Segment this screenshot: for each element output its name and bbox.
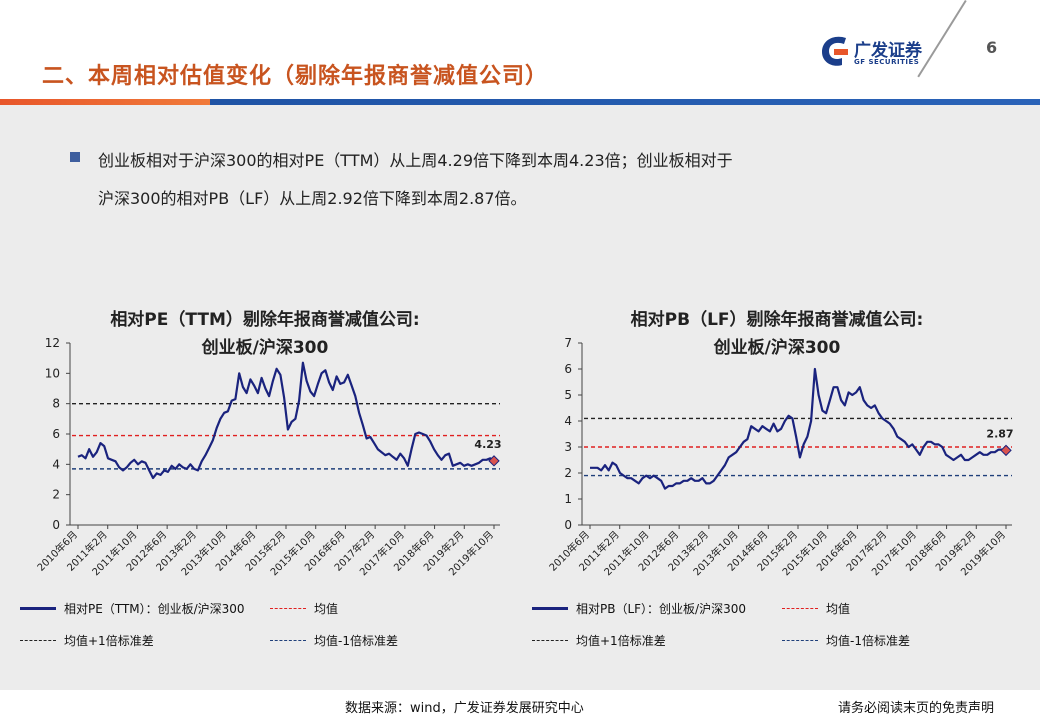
y-tick-label: 2 — [52, 488, 60, 502]
legend-label-minus: 均值-1倍标准差 — [826, 634, 910, 648]
legend-label-mean: 均值 — [314, 602, 339, 616]
legend-item-minus: 均值-1倍标准差 — [782, 632, 910, 649]
page-title: 二、本周相对估值变化（剔除年报商誉减值公司） — [42, 64, 549, 89]
y-tick-label: 12 — [45, 336, 60, 350]
disclaimer-note: 请务必阅读末页的免责声明 — [838, 701, 995, 716]
data-source-note: 数据来源：wind，广发证券发展研究中心 — [345, 701, 584, 716]
pe-chart-panel: 相对PE（TTM）剔除年报商誉减值公司: 创业板/沪深300 0 2 4 6 8 10 12… — [20, 295, 510, 660]
pb-chart-legend: 相对PB（LF）：创业板/沪深300 均值 均值+1倍标准差 均值-1倍标准差 — [532, 600, 1022, 660]
end-value-label: 2.87 — [986, 427, 1013, 440]
legend-label-plus: 均值+1倍标准差 — [64, 634, 154, 648]
legend-label-mean: 均值 — [826, 602, 851, 616]
y-tick-label: 8 — [52, 397, 60, 411]
series-line — [590, 367, 1007, 490]
bullet-marker — [70, 152, 80, 162]
legend-label-plus: 均值+1倍标准差 — [576, 634, 666, 648]
legend-item-mean: 均值 — [270, 600, 338, 617]
y-tick-label: 6 — [564, 362, 572, 376]
legend-item-series: 相对PE（TTM）：创业板/沪深300 — [20, 600, 245, 617]
pe-chart-legend: 相对PE（TTM）：创业板/沪深300 均值 均值+1倍标准差 均值-1倍标准差 — [20, 600, 510, 660]
end-point-marker — [488, 455, 500, 467]
y-tick-label: 6 — [52, 427, 60, 441]
legend-item-plus: 均值+1倍标准差 — [20, 632, 154, 649]
pb-chart-title-line2: 创业板/沪深300 — [713, 338, 841, 358]
y-tick-label: 0 — [564, 518, 572, 532]
legend-label-minus: 均值-1倍标准差 — [314, 634, 398, 648]
y-tick-label: 1 — [564, 492, 572, 506]
header-bar — [0, 99, 1040, 105]
legend-item-series: 相对PB（LF）：创业板/沪深300 — [532, 600, 746, 617]
logo-text-en: GF SECURITIES — [854, 58, 920, 66]
y-tick-label: 7 — [564, 336, 572, 350]
y-tick-label: 2 — [564, 466, 572, 480]
y-tick-label: 5 — [564, 388, 572, 402]
pb-chart-title-line1: 相对PB（LF）剔除年报商誉减值公司: — [630, 310, 924, 330]
end-value-label: 4.23 — [474, 438, 501, 451]
logo-text-cn: 广发证券 — [854, 41, 922, 61]
bullet-text-line2: 沪深300的相对PB（LF）从上周2.92倍下降到本周2.87倍。 — [98, 189, 527, 208]
y-tick-label: 4 — [564, 414, 572, 428]
y-tick-label: 4 — [52, 457, 60, 471]
pe-chart-title-line1: 相对PE（TTM）剔除年报商誉减值公司: — [110, 310, 420, 330]
end-point-marker — [1000, 444, 1012, 457]
pe-chart-svg: 0246810122010年6月2011年2月2011年10月2012年6月20… — [34, 336, 501, 578]
y-tick-label: 0 — [52, 518, 60, 532]
legend-item-minus: 均值-1倍标准差 — [270, 632, 398, 649]
legend-item-mean: 均值 — [782, 600, 850, 617]
pb-chart-panel: 相对PB（LF）剔除年报商誉减值公司: 创业板/沪深300 0 1 2 3 4 5 6 7 20… — [532, 295, 1022, 660]
y-tick-label: 3 — [564, 440, 572, 454]
gf-logo-icon — [822, 36, 848, 66]
legend-item-plus: 均值+1倍标准差 — [532, 632, 666, 649]
page-number: 6 — [986, 38, 998, 57]
pe-chart-title-line2: 创业板/沪深300 — [201, 338, 329, 358]
series-line — [77, 361, 495, 480]
legend-label-series: 相对PB（LF）：创业板/沪深300 — [576, 602, 747, 616]
company-logo: 广发证券 GF SECURITIES — [820, 34, 950, 72]
bullet-text-line1: 创业板相对于沪深300的相对PE（TTM）从上周4.29倍下降到本周4.23倍；… — [98, 151, 733, 170]
pb-chart-svg: 012345672010年6月2011年2月2011年10月2012年6月201… — [546, 336, 1013, 578]
content-area — [0, 105, 1040, 690]
y-tick-label: 10 — [45, 366, 60, 380]
legend-label-series: 相对PE（TTM）：创业板/沪深300 — [64, 602, 245, 616]
